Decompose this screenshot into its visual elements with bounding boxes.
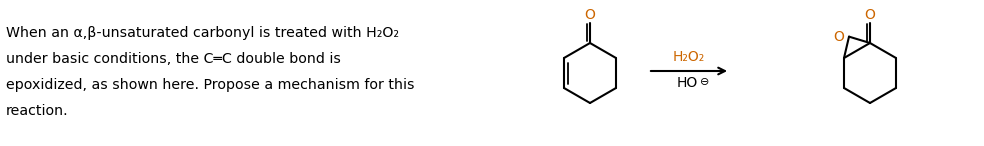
Text: H₂O₂: H₂O₂ [673,50,706,64]
Text: When an α,β-unsaturated carbonyl is treated with H₂O₂: When an α,β-unsaturated carbonyl is trea… [6,26,399,40]
Text: O: O [833,30,844,44]
Text: ⊖: ⊖ [700,77,709,87]
Text: reaction.: reaction. [6,104,69,118]
Text: under basic conditions, the C═C double bond is: under basic conditions, the C═C double b… [6,52,340,66]
Text: epoxidized, as shown here. Propose a mechanism for this: epoxidized, as shown here. Propose a mec… [6,78,414,92]
Text: O: O [584,8,595,22]
Text: HO: HO [676,76,698,90]
Text: O: O [865,8,876,22]
